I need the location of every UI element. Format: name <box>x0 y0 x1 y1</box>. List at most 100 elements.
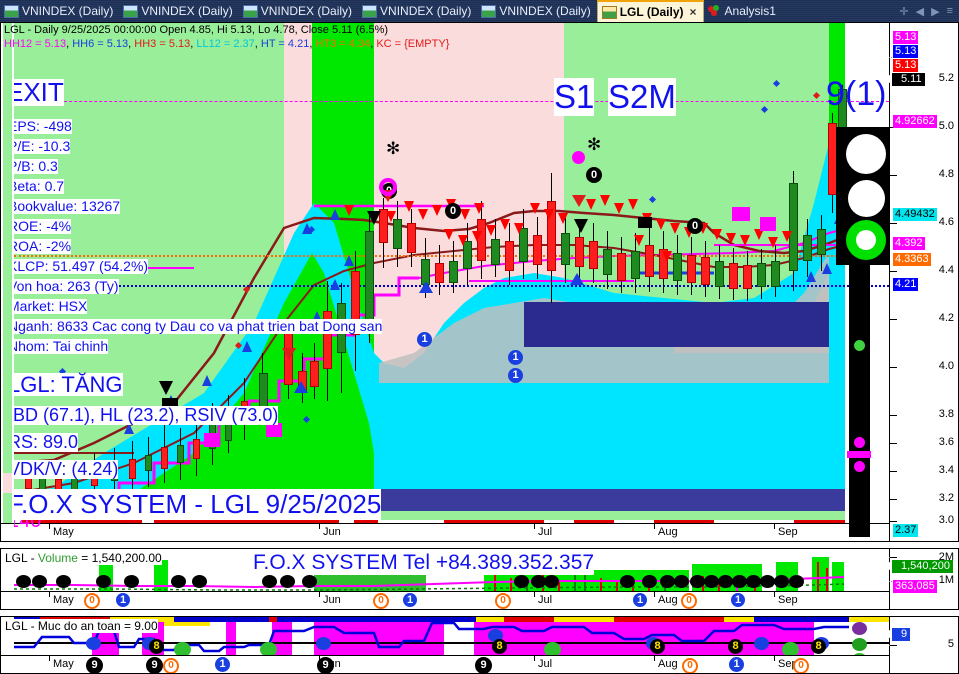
tab-vnindex-5[interactable]: VNINDEX (Daily) <box>477 0 596 22</box>
info-pb: P/B: 0.3 <box>14 159 58 174</box>
exit-label: EXIT <box>14 78 64 107</box>
level-line-blue <box>14 285 889 287</box>
main-date-axis: May Jun Jul Aug Sep <box>1 523 889 541</box>
star-marker-2: ✻ <box>587 135 602 154</box>
info-roe: ROE: -4% <box>14 219 72 234</box>
pole-magenta-dot-bot <box>854 461 865 472</box>
safety-dot-blue <box>316 637 331 650</box>
volume-tick-1m: 1M <box>938 574 954 586</box>
tab-menu-icon[interactable]: ≡ <box>946 5 953 17</box>
info-vonhoa: Von hoa: 263 (Ty) <box>14 279 119 294</box>
chart-header-quote: LGL - Daily 9/25/2025 00:00:00 Open 4.85… <box>4 24 389 36</box>
signal-one-badge: 1 <box>508 368 523 383</box>
tab-vnindex-4[interactable]: VNINDEX (Daily) <box>358 0 477 22</box>
signal-one-badge: 1 <box>508 350 523 365</box>
tab-label: VNINDEX (Daily) <box>260 4 353 18</box>
price-plot-area[interactable]: ✻ ✻ 0 0 0 0 1 1 1 EXIT <box>14 23 889 541</box>
safety-axis[interactable]: 5 9 <box>884 616 959 674</box>
price-tag-level-4392: 4.392 <box>893 237 925 250</box>
safety-dot-blue <box>86 637 101 650</box>
vol-signal-zero: 0 <box>373 593 389 609</box>
safety-tick-5: 5 <box>947 638 954 650</box>
next-tab-icon[interactable]: ▶ <box>931 5 940 18</box>
safety-axis-badge-1: 1 <box>215 657 230 672</box>
vol-signal-one: 1 <box>731 593 745 607</box>
open-triangle-down-2 <box>282 348 296 360</box>
date-label-sep: Sep <box>778 594 798 606</box>
price-tick: 4.6 <box>938 216 954 228</box>
date-label-sep: Sep <box>778 658 798 670</box>
price-tag-last: 5.11 <box>885 73 925 86</box>
add-tab-icon[interactable]: ✛ <box>899 5 909 18</box>
chart-icon <box>601 5 617 19</box>
chart-icon <box>4 4 19 18</box>
signal-one-badge: 1 <box>417 332 432 347</box>
info-beta: Beta: 0.7 <box>14 179 65 194</box>
volume-axis[interactable]: 2M 1M 1,540,200 363,085 <box>885 548 959 610</box>
signal-zero-badge: 0 <box>687 218 703 234</box>
price-tag-hh12: 5.13 <box>893 31 919 44</box>
tab-label: VNINDEX (Daily) <box>22 4 114 18</box>
safety-tag-current: 9 <box>884 628 911 641</box>
safety-dot-green <box>174 642 191 656</box>
price-tick: 4.8 <box>938 168 954 180</box>
price-tick: 3.4 <box>938 464 954 476</box>
price-chart-pane[interactable]: ✻ ✻ 0 0 0 0 1 1 1 EXIT <box>0 22 890 542</box>
date-label-may: May <box>53 594 74 606</box>
star-marker: ✻ <box>386 139 401 158</box>
safety-badge-8: 8 <box>728 639 743 654</box>
magenta-dot-marker <box>572 151 585 164</box>
chart-header-indicators: HH12 = 5.13, HH6 = 5.13, HH3 = 5.13, LL1… <box>4 38 450 50</box>
tab-vnindex-1[interactable]: VNINDEX (Daily) <box>0 0 119 22</box>
info-klcp: KLCP: 51.497 (54.2%) <box>14 259 149 274</box>
price-tick: 4.0 <box>938 360 954 372</box>
safety-pane[interactable]: LGL - Muc do an toan = 9.00 <box>0 616 890 674</box>
prev-tab-icon[interactable]: ◀ <box>915 5 925 18</box>
safety-pane-label: LGL - Muc do an toan = 9.00 <box>5 619 158 633</box>
safety-badge-8: 8 <box>149 639 164 654</box>
info-market: Market: HSX <box>14 299 88 314</box>
tab-label: LGL (Daily) <box>619 5 684 19</box>
magenta-square-marker <box>266 423 282 437</box>
safety-badge-8: 8 <box>492 639 507 654</box>
open-triangle-down-3 <box>572 195 586 207</box>
final-green-dot-1 <box>852 638 867 651</box>
date-label-aug: Aug <box>658 526 678 538</box>
date-label-may: May <box>53 658 74 670</box>
pole-green-dot <box>854 340 865 351</box>
final-green-dot-2 <box>852 653 867 656</box>
chart-icon <box>481 4 497 18</box>
volume-pane[interactable]: LGL - Volume = 1,540,200.00 F.O.X SYSTEM… <box>0 548 890 610</box>
tab-nav-controls: ✛ ◀ ▶ ≡ <box>899 0 959 22</box>
date-label-jun: Jun <box>323 594 341 606</box>
safety-axis-badge-0: 0 <box>682 658 698 673</box>
level-line-magenta <box>14 101 889 102</box>
price-tick: 4.4 <box>938 264 954 276</box>
date-label-jun: Jun <box>323 526 341 538</box>
open-triangle-up-1 <box>419 281 433 293</box>
chart-icon <box>362 4 378 18</box>
price-tick: 5.2 <box>938 72 954 84</box>
safety-dot-green <box>544 642 561 656</box>
tab-label: VNINDEX (Daily) <box>141 4 233 18</box>
info-bookvalue: Bookvalue: 13267 <box>14 199 121 214</box>
traffic-light-lamp-top <box>846 134 886 174</box>
price-tag-level-4494: 4.49432 <box>893 208 937 221</box>
traffic-light-lamp-middle <box>848 180 885 217</box>
close-icon[interactable]: × <box>689 5 697 19</box>
safety-axis-badge-1: 1 <box>729 657 744 672</box>
tab-label: VNINDEX (Daily) <box>380 4 472 18</box>
magenta-square-marker <box>732 207 750 221</box>
date-label-jul: Jul <box>538 594 553 606</box>
tab-vnindex-2[interactable]: VNINDEX (Daily) <box>119 0 238 22</box>
traffic-light-lamp-bottom-green <box>846 220 886 260</box>
tab-vnindex-3[interactable]: VNINDEX (Daily) <box>239 0 358 22</box>
vol-signal-zero: 0 <box>495 593 511 609</box>
date-label-may: May <box>53 526 74 538</box>
open-triangle-up-3 <box>294 381 308 393</box>
tab-lgl-daily[interactable]: LGL (Daily) × <box>596 0 704 22</box>
price-axis[interactable]: 5.2 5.0 4.8 4.6 4.4 4.2 4.0 3.8 3.6 3.4 … <box>885 22 959 542</box>
tab-analysis1[interactable]: Analysis1 <box>704 0 782 22</box>
price-tick: 3.6 <box>938 436 954 448</box>
tab-label: VNINDEX (Daily) <box>499 4 591 18</box>
